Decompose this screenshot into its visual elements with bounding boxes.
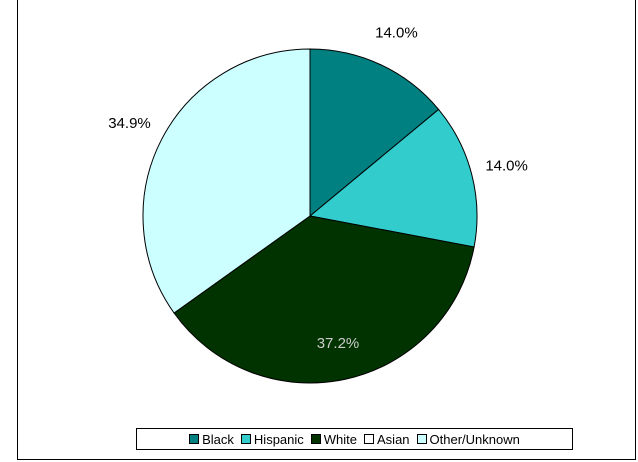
legend-item-hispanic: Hispanic <box>240 431 304 447</box>
legend-label-hispanic: Hispanic <box>253 431 304 447</box>
legend: Black Hispanic White Asian Other/Unknown <box>136 428 573 450</box>
legend-item-black: Black <box>189 432 234 447</box>
pie-chart: 14.0% 14.0% 37.2% 34.9% <box>108 24 528 384</box>
pie-slice-black <box>309 48 440 218</box>
legend-swatch-white <box>310 434 321 444</box>
pie-slice-white <box>173 215 475 384</box>
data-label-other-unknown: 34.9% <box>108 115 151 132</box>
legend-swatch-black <box>189 434 200 444</box>
legend-swatch-other-unknown <box>416 434 427 444</box>
legend-label-asian: Asian <box>377 431 410 447</box>
legend-label-white: White <box>323 431 358 447</box>
pie-slice-other-unknown <box>142 48 311 314</box>
data-label-hispanic: 14.0% <box>485 157 528 174</box>
chart-area: 14.0% 14.0% 37.2% 34.9% Black Hispanic Whit… <box>17 0 636 460</box>
data-label-black: 14.0% <box>375 24 418 41</box>
legend-item-white: White <box>310 431 358 447</box>
legend-swatch-asian <box>364 434 375 444</box>
pie-slice-hispanic <box>308 108 478 248</box>
data-label-white: 37.2% <box>317 335 360 352</box>
legend-label-other-unknown: Other/Unknown <box>429 431 520 447</box>
legend-item-other-unknown: Other/Unknown <box>416 431 520 447</box>
legend-swatch-hispanic <box>240 434 251 444</box>
legend-label-black: Black <box>202 431 234 447</box>
legend-item-asian: Asian <box>364 432 410 447</box>
